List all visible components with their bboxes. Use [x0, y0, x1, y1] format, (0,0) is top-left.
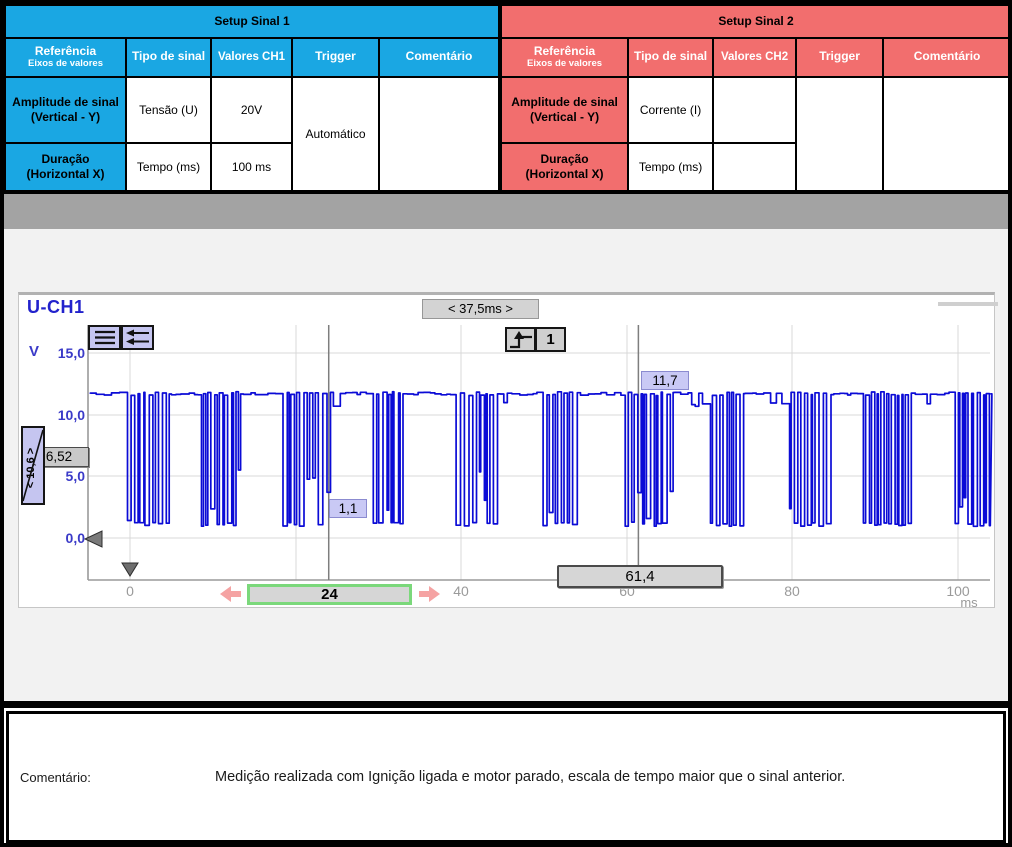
col-header-referencia: Referência Eixos de valores: [4, 36, 127, 79]
cell-comentario-ch2[interactable]: [882, 76, 1008, 192]
time-zero-marker[interactable]: [121, 562, 139, 577]
cursor-delta-button[interactable]: < 37,5ms >: [422, 299, 539, 319]
section-divider-bar: [4, 701, 1008, 708]
setup-sinal-2-table: Setup Sinal 2 Referência Eixos de valore…: [500, 4, 1008, 192]
slider-diagonal-mark: [23, 429, 43, 502]
ch1-waveform-trace: [89, 390, 993, 528]
panel-edge-streak: [938, 302, 998, 306]
scope-plot: [83, 325, 993, 581]
pan-left-button[interactable]: [121, 325, 154, 350]
cell-tipo-tempo[interactable]: Tempo (ms): [125, 142, 212, 192]
setup-sinal-1-title: Setup Sinal 1: [4, 4, 501, 39]
cell-tipo-tempo-2[interactable]: Tempo (ms): [627, 142, 715, 192]
col-header-trigger-2: Trigger: [795, 36, 885, 79]
comment-label: Comentário:: [20, 769, 91, 785]
y-tick-15: 15,0: [57, 345, 85, 361]
col-header-valores-ch2: Valores CH2: [712, 36, 798, 79]
y-tick-10: 10,0: [57, 407, 85, 423]
y-tick-5: 5,0: [65, 468, 85, 484]
col-header-referencia-main: Referência: [34, 43, 97, 58]
row-header-duracao-2: Duração (Horizontal X): [500, 142, 630, 192]
row-header-amplitude: Amplitude de sinal (Vertical - Y): [4, 76, 127, 145]
col-header-tipo-de-sinal: Tipo de sinal: [125, 36, 212, 79]
row-header-amplitude-line2: (Vertical - Y): [30, 110, 101, 125]
double-left-arrow-icon: [125, 329, 149, 345]
setup-sinal-1-table: Setup Sinal 1 Referência Eixos de valore…: [4, 4, 501, 192]
y-tick-0: 0,0: [65, 530, 85, 546]
cell-comentario-ch1[interactable]: [377, 76, 501, 192]
col-header-referencia-2: Referência Eixos de valores: [500, 36, 630, 79]
col-header-comentario-2: Comentário: [882, 36, 1008, 79]
row-header-duracao-line1: Duração: [41, 152, 90, 167]
cell-valor-amplitude-ch2[interactable]: [712, 76, 798, 145]
row-header-amplitude-2: Amplitude de sinal (Vertical - Y): [500, 76, 630, 145]
row-header-duracao: Duração (Horizontal X): [4, 142, 127, 192]
row-header-amplitude-2-line2: (Vertical - Y): [529, 110, 600, 125]
x-tick-80: 80: [784, 583, 800, 599]
cell-valor-amplitude-ch1[interactable]: 20V: [210, 76, 293, 145]
vertical-gridlines: [129, 325, 959, 580]
cell-valor-duracao-ch1[interactable]: 100 ms: [210, 142, 293, 192]
col-header-referencia-2-main: Referência: [533, 43, 596, 58]
row-header-amplitude-2-line1: Amplitude de sinal: [511, 95, 618, 110]
cell-tipo-corrente[interactable]: Corrente (I): [627, 76, 715, 145]
trigger-edge-button[interactable]: [505, 327, 536, 352]
hamburger-icon: [94, 330, 115, 345]
x-tick-100: 100: [946, 583, 970, 599]
channel-label: U-CH1: [27, 297, 85, 317]
cell-trigger-ch1[interactable]: Automático: [291, 76, 380, 192]
horizontal-gridlines: [88, 352, 990, 539]
move-cursor-right-arrow[interactable]: [418, 586, 440, 602]
col-header-tipo-de-sinal-2: Tipo de sinal: [627, 36, 715, 79]
row-header-duracao-2-line2: (Horizontal X): [525, 167, 604, 182]
col-header-trigger: Trigger: [291, 36, 380, 79]
cursor-a-time-box[interactable]: 24: [247, 584, 412, 605]
x-tick-0: 0: [126, 583, 134, 599]
cell-valor-duracao-ch2[interactable]: [712, 142, 798, 192]
x-axis-unit-label: ms: [960, 595, 978, 610]
col-header-referencia-2-sub: Eixos de valores: [527, 57, 603, 69]
row-header-duracao-2-line1: Duração: [540, 152, 589, 167]
comment-text[interactable]: Medição realizada com Ignição ligada e m…: [215, 769, 846, 785]
row-header-amplitude-line1: Amplitude de sinal: [12, 95, 119, 110]
setup-sinal-2-title: Setup Sinal 2: [500, 4, 1008, 39]
move-cursor-left-arrow[interactable]: [220, 586, 242, 602]
cell-trigger-ch2[interactable]: [795, 76, 885, 192]
menu-button[interactable]: [88, 325, 121, 350]
trigger-channel-number: 1: [546, 331, 555, 348]
y-axis-unit-label: V: [29, 343, 40, 360]
rising-edge-icon: [510, 331, 532, 349]
cursor-b-time-box[interactable]: 61,4: [557, 565, 723, 588]
oscilloscope-panel: U-CH1 < 37,5ms >: [18, 292, 998, 610]
trigger-channel-button[interactable]: 1: [535, 327, 566, 352]
cell-tipo-tensao[interactable]: Tensão (U): [125, 76, 212, 145]
high-value-tag: 11,7: [641, 371, 689, 390]
gray-separator-band: [4, 191, 1008, 229]
low-value-tag: 1,1: [329, 499, 367, 518]
col-header-referencia-sub: Eixos de valores: [28, 57, 103, 69]
ground-level-marker[interactable]: [83, 530, 103, 548]
comment-box: Comentário: Medição realizada com Igniçã…: [6, 711, 1006, 843]
x-tick-40: 40: [453, 583, 469, 599]
col-header-comentario: Comentário: [377, 36, 501, 79]
channel-position-slider[interactable]: < 10,6 >: [21, 426, 45, 505]
row-header-duracao-line2: (Horizontal X): [26, 167, 105, 182]
col-header-valores-ch1: Valores CH1: [210, 36, 293, 79]
setup-tables-row: Setup Sinal 1 Referência Eixos de valore…: [4, 4, 1008, 192]
